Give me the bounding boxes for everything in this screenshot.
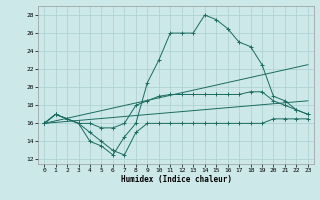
X-axis label: Humidex (Indice chaleur): Humidex (Indice chaleur) xyxy=(121,175,231,184)
